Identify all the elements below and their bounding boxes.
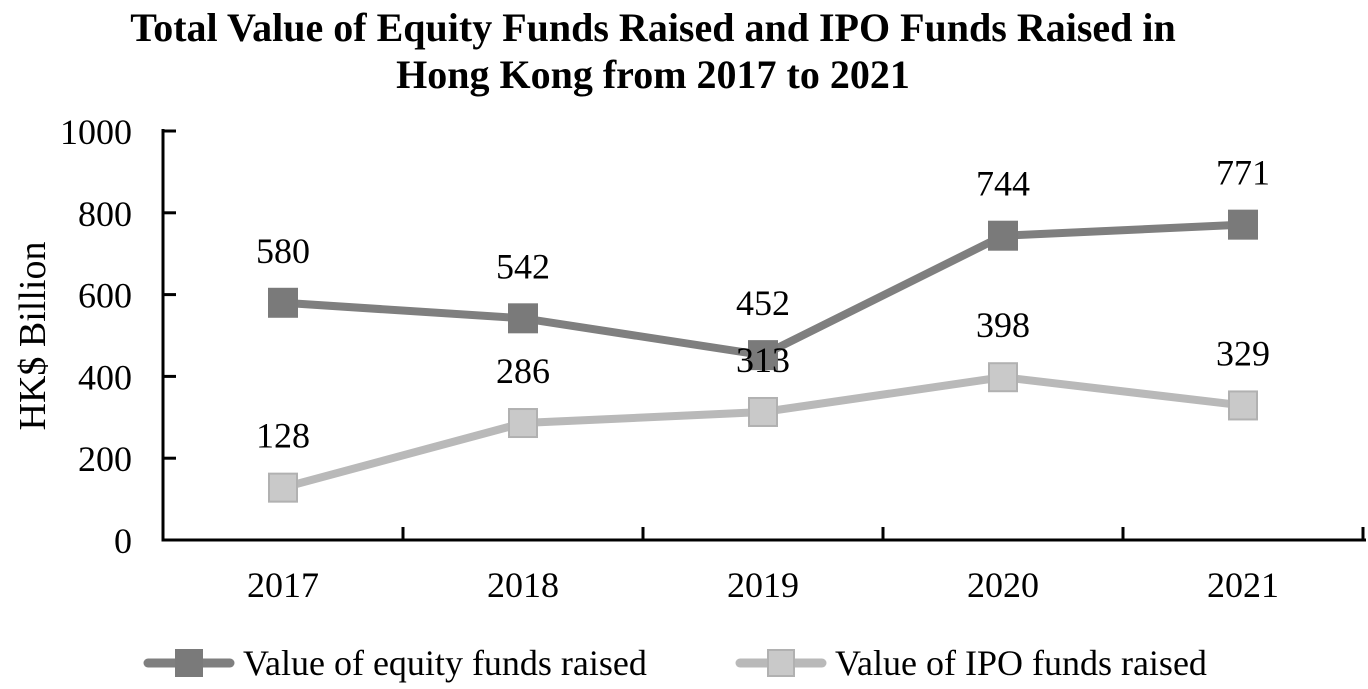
legend-item-equity-funds: Value of equity funds raised xyxy=(143,640,647,686)
data-point-marker-ipo xyxy=(748,396,778,427)
x-axis-tick-label: 2019 xyxy=(727,565,799,605)
legend-item-ipo-funds: Value of IPO funds raised xyxy=(735,640,1207,686)
equity-series-legend-marker-icon xyxy=(143,649,235,677)
x-axis-tick-label: 2018 xyxy=(487,565,559,605)
data-point-marker-ipo xyxy=(1228,390,1258,421)
legend-label-equity-funds: Value of equity funds raised xyxy=(243,643,647,683)
x-axis-tick-label: 2020 xyxy=(967,565,1039,605)
y-axis-tick-label: 800 xyxy=(78,194,132,234)
y-axis-tick-label: 400 xyxy=(78,357,132,397)
y-axis-tick-label: 200 xyxy=(78,439,132,479)
data-point-marker-equity xyxy=(748,340,778,371)
legend: Value of equity funds raised Value of IP… xyxy=(0,640,1368,686)
data-point-marker-ipo xyxy=(988,362,1018,393)
y-axis-tick-label: 0 xyxy=(114,521,132,561)
data-label-equity: 542 xyxy=(496,246,550,286)
data-point-marker-equity xyxy=(508,303,538,334)
data-label-ipo: 398 xyxy=(976,305,1030,345)
data-label-ipo: 313 xyxy=(736,340,790,380)
plot-area: 0 200 400 600 800 1000 2017 2018 2019 2020 2021 580… xyxy=(60,112,1366,605)
data-point-marker-equity xyxy=(988,220,1018,251)
x-axis-tick-label: 2021 xyxy=(1207,565,1279,605)
series-line-ipo xyxy=(281,373,1244,492)
legend-label-ipo-funds: Value of IPO funds raised xyxy=(835,643,1207,683)
chart-title: Total Value of Equity Funds Raised and I… xyxy=(0,4,1306,98)
data-label-ipo: 286 xyxy=(496,351,550,391)
data-point-marker-ipo xyxy=(508,408,538,439)
data-label-equity: 744 xyxy=(976,164,1030,204)
ipo-series-legend-marker-icon xyxy=(735,649,827,677)
data-label-ipo: 329 xyxy=(1216,333,1270,373)
data-point-marker-ipo xyxy=(268,472,298,503)
data-label-equity: 580 xyxy=(256,231,310,271)
data-point-marker-equity xyxy=(268,287,298,318)
data-point-marker-equity xyxy=(1228,209,1258,240)
chart-title-line-2: Hong Kong from 2017 to 2021 xyxy=(396,52,910,97)
y-axis-tick-label: 1000 xyxy=(60,112,132,152)
data-label-equity: 771 xyxy=(1216,153,1270,193)
y-axis-tick-label: 600 xyxy=(78,276,132,316)
x-axis-tick-label: 2017 xyxy=(247,565,319,605)
chart-title-line-1: Total Value of Equity Funds Raised and I… xyxy=(130,5,1176,50)
data-label-equity: 452 xyxy=(736,283,790,323)
data-label-ipo: 128 xyxy=(256,416,310,456)
